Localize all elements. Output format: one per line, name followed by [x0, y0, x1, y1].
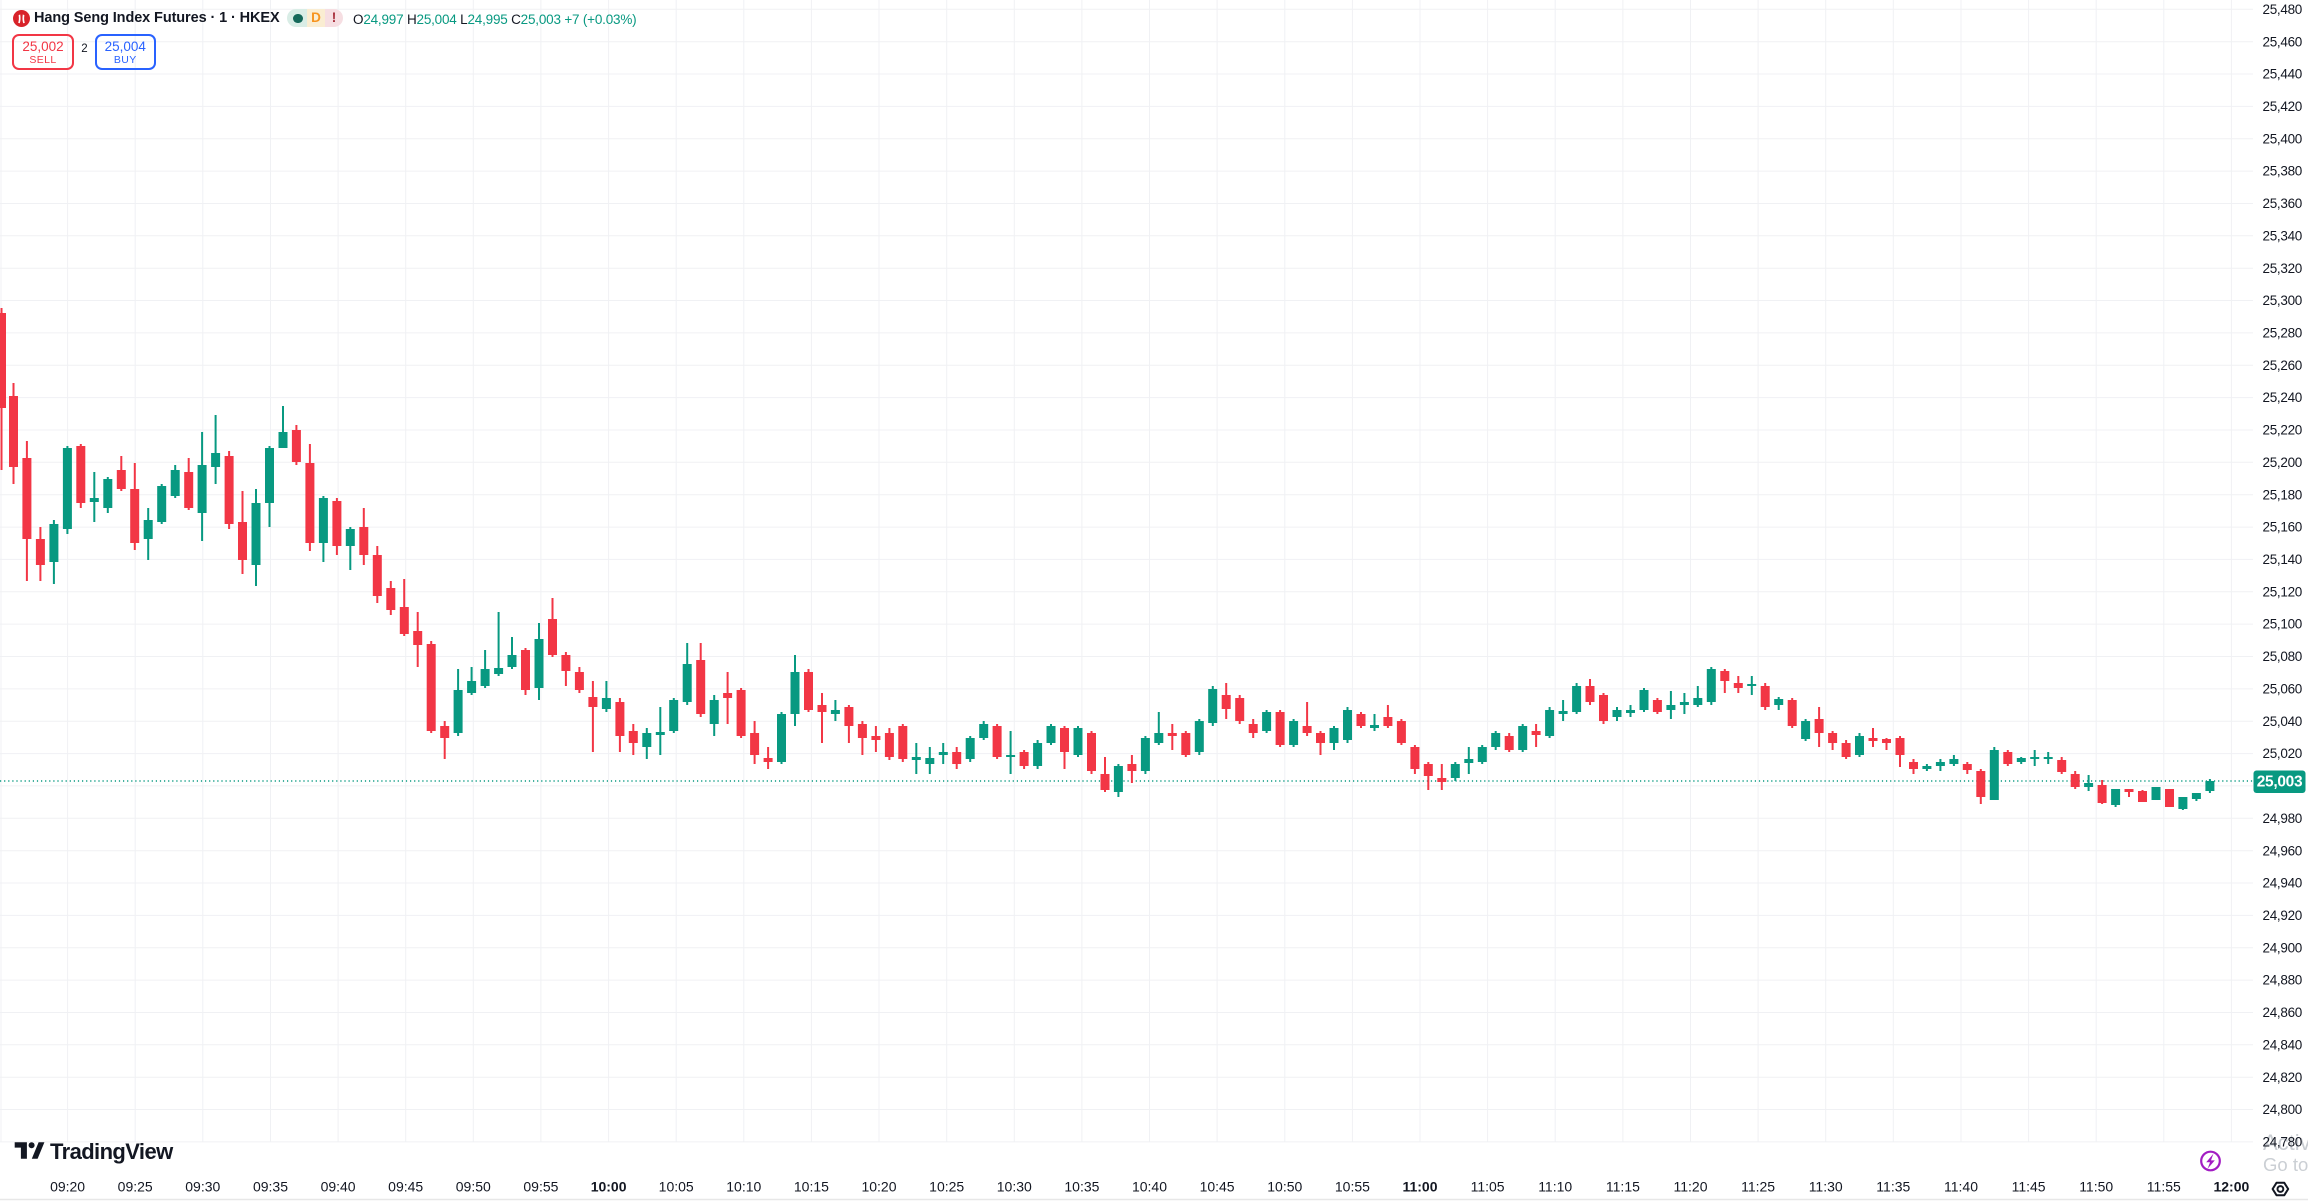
svg-text:24,940: 24,940: [2263, 876, 2303, 891]
svg-text:11:50: 11:50: [2079, 1179, 2113, 1195]
svg-text:11:00: 11:00: [1402, 1179, 1437, 1195]
svg-text:Go to Se: Go to Se: [2263, 1154, 2308, 1175]
svg-text:09:50: 09:50: [456, 1179, 491, 1195]
svg-text:25,360: 25,360: [2263, 196, 2303, 211]
svg-text:25,460: 25,460: [2263, 34, 2303, 49]
svg-text:25,340: 25,340: [2263, 228, 2303, 243]
svg-text:25,280: 25,280: [2263, 326, 2303, 341]
svg-text:10:00: 10:00: [591, 1179, 627, 1195]
svg-text:25,380: 25,380: [2263, 164, 2303, 179]
svg-text:24,980: 24,980: [2263, 811, 2303, 826]
svg-text:25,020: 25,020: [2263, 746, 2303, 761]
svg-text:10:15: 10:15: [794, 1179, 829, 1195]
svg-text:25,080: 25,080: [2263, 649, 2303, 664]
svg-text:25,120: 25,120: [2263, 584, 2303, 599]
svg-text:09:20: 09:20: [50, 1179, 85, 1195]
svg-text:25,140: 25,140: [2263, 552, 2303, 567]
svg-text:10:05: 10:05: [659, 1179, 694, 1195]
svg-text:25,220: 25,220: [2263, 423, 2303, 438]
svg-text:24,880: 24,880: [2263, 973, 2303, 988]
svg-text:25,040: 25,040: [2263, 714, 2303, 729]
svg-text:09:40: 09:40: [321, 1179, 356, 1195]
svg-text:11:20: 11:20: [1674, 1179, 1708, 1195]
svg-text:09:45: 09:45: [388, 1179, 423, 1195]
svg-text:25,320: 25,320: [2263, 261, 2303, 276]
svg-text:25,180: 25,180: [2263, 487, 2303, 502]
svg-text:Activate W: Activate W: [2263, 1130, 2308, 1155]
svg-text:25,003: 25,003: [2257, 774, 2303, 791]
svg-text:11:35: 11:35: [1876, 1179, 1910, 1195]
svg-text:24,840: 24,840: [2263, 1037, 2303, 1052]
svg-text:24,900: 24,900: [2263, 940, 2303, 955]
svg-text:10:35: 10:35: [1064, 1179, 1099, 1195]
svg-text:24,820: 24,820: [2263, 1070, 2303, 1085]
svg-text:24,960: 24,960: [2263, 843, 2303, 858]
svg-text:09:25: 09:25: [118, 1179, 153, 1195]
svg-text:10:10: 10:10: [726, 1179, 761, 1195]
svg-text:10:20: 10:20: [861, 1179, 896, 1195]
svg-text:12:00: 12:00: [2213, 1179, 2249, 1195]
svg-text:25,400: 25,400: [2263, 131, 2303, 146]
svg-text:10:40: 10:40: [1132, 1179, 1167, 1195]
svg-text:25,440: 25,440: [2263, 67, 2303, 82]
svg-text:10:45: 10:45: [1200, 1179, 1235, 1195]
svg-text:11:15: 11:15: [1606, 1179, 1640, 1195]
svg-text:25,100: 25,100: [2263, 617, 2303, 632]
svg-text:11:25: 11:25: [1741, 1179, 1775, 1195]
svg-text:TradingView: TradingView: [50, 1139, 174, 1164]
svg-text:25,060: 25,060: [2263, 682, 2303, 697]
svg-text:09:55: 09:55: [523, 1179, 558, 1195]
svg-text:24,800: 24,800: [2263, 1102, 2303, 1117]
svg-text:10:25: 10:25: [929, 1179, 964, 1195]
svg-text:11:05: 11:05: [1471, 1179, 1505, 1195]
svg-text:25,420: 25,420: [2263, 99, 2303, 114]
svg-text:11:40: 11:40: [1944, 1179, 1978, 1195]
svg-text:09:30: 09:30: [185, 1179, 220, 1195]
svg-text:25,200: 25,200: [2263, 455, 2303, 470]
svg-text:24,780: 24,780: [2263, 1135, 2303, 1150]
svg-text:25,160: 25,160: [2263, 520, 2303, 535]
svg-text:24,860: 24,860: [2263, 1005, 2303, 1020]
svg-text:25,260: 25,260: [2263, 358, 2303, 373]
svg-text:25,240: 25,240: [2263, 390, 2303, 405]
svg-text:11:55: 11:55: [2147, 1179, 2181, 1195]
svg-text:10:55: 10:55: [1335, 1179, 1370, 1195]
svg-text:25,300: 25,300: [2263, 293, 2303, 308]
svg-text:24,920: 24,920: [2263, 908, 2303, 923]
svg-text:10:30: 10:30: [997, 1179, 1032, 1195]
svg-text:25,480: 25,480: [2263, 2, 2303, 17]
svg-text:10:50: 10:50: [1267, 1179, 1302, 1195]
svg-text:11:10: 11:10: [1538, 1179, 1572, 1195]
svg-text:09:35: 09:35: [253, 1179, 288, 1195]
svg-text:11:45: 11:45: [2012, 1179, 2046, 1195]
svg-text:11:30: 11:30: [1809, 1179, 1843, 1195]
